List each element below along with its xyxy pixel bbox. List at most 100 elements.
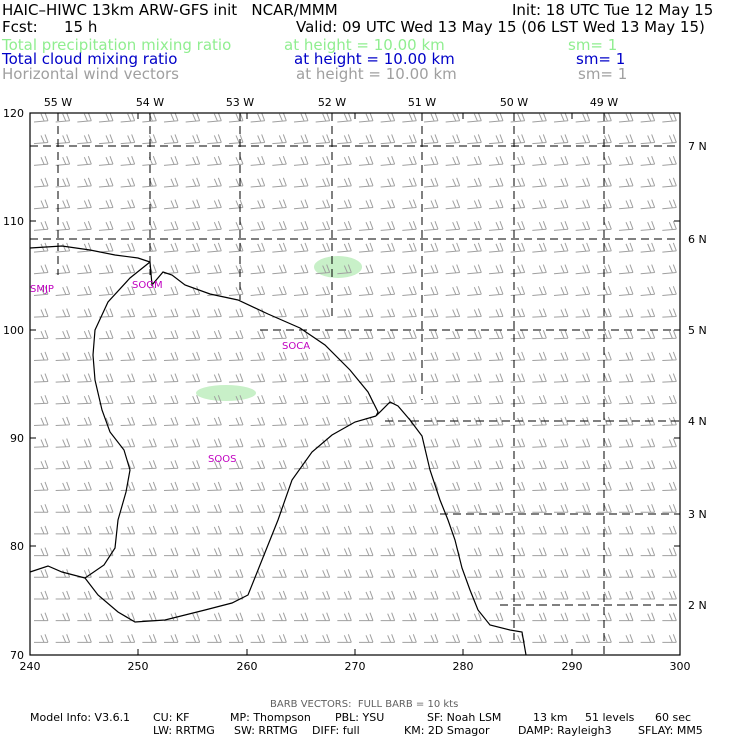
wind-barb	[575, 242, 591, 253]
wind-barb	[207, 112, 222, 123]
wind-barb	[424, 504, 439, 513]
wind-barb	[575, 112, 591, 123]
wind-barb	[510, 330, 526, 340]
wind-barb	[163, 199, 179, 210]
wind-barb	[120, 438, 136, 448]
wind-barb	[185, 634, 201, 643]
wind-barb	[272, 504, 287, 513]
wind-barb	[445, 351, 461, 361]
wind-barb	[120, 634, 136, 643]
wind-barb	[575, 373, 591, 383]
wind-barb	[510, 177, 526, 188]
wind-barb	[142, 351, 157, 361]
model-levels: 51 levels	[585, 711, 635, 724]
wind-barb	[488, 134, 504, 145]
wind-barb	[272, 634, 287, 643]
wind-barb	[98, 155, 114, 166]
wind-barb	[207, 264, 222, 275]
wind-barb	[553, 221, 569, 231]
wind-barb	[402, 199, 417, 210]
wind-barb	[402, 112, 417, 123]
wind-barb	[98, 395, 114, 405]
wind-barb	[55, 395, 71, 405]
wind-barb	[337, 590, 352, 600]
wind-barb	[228, 351, 244, 361]
wind-barb	[250, 525, 266, 535]
wind-barb	[120, 177, 136, 188]
wind-barb	[489, 547, 504, 557]
wind-barb	[380, 351, 396, 361]
lon-label: 51 W	[408, 96, 436, 109]
wind-barb	[445, 199, 461, 210]
wind-barb	[640, 569, 656, 578]
wind-barb	[142, 330, 157, 340]
wind-barb	[619, 612, 634, 622]
model-km: KM: 2D Smagor	[404, 724, 490, 737]
wind-barb	[358, 264, 374, 275]
wind-barb	[272, 286, 287, 296]
wind-barb	[55, 481, 71, 492]
wind-barb	[142, 416, 157, 427]
wind-barb	[359, 547, 374, 557]
wind-barb	[337, 373, 352, 383]
wind-barb	[554, 590, 569, 600]
wind-barb	[272, 330, 287, 340]
wind-barb	[98, 373, 114, 383]
wind-barb	[597, 286, 612, 296]
wind-barb	[423, 308, 439, 318]
wind-barb	[358, 286, 374, 296]
wind-barb	[185, 504, 201, 513]
lat-label: 2 N	[688, 599, 707, 612]
wind-barb	[120, 547, 136, 557]
wind-barb	[142, 395, 157, 405]
wind-barb	[185, 590, 201, 600]
wind-barb	[424, 547, 439, 557]
wind-barb	[77, 242, 92, 253]
wind-barb	[662, 112, 677, 123]
lon-label: 49 W	[590, 96, 618, 109]
wind-barb	[640, 155, 656, 166]
wind-barb	[445, 395, 461, 405]
wind-barb	[207, 351, 222, 361]
wind-barb	[185, 612, 201, 622]
wind-barb	[640, 634, 656, 643]
wind-barb	[597, 634, 612, 643]
wind-barb	[575, 286, 591, 296]
wind-barb	[423, 177, 439, 188]
wind-barb	[553, 481, 569, 492]
wind-barb	[315, 286, 331, 296]
model-sf: SF: Noah LSM	[427, 711, 502, 724]
wind-barb	[228, 373, 244, 383]
wind-barb	[250, 177, 266, 188]
wind-barb	[423, 373, 439, 383]
wind-barb	[662, 330, 677, 340]
wind-barb	[250, 547, 266, 557]
wind-barb	[55, 634, 71, 643]
wind-barb	[77, 612, 92, 622]
wind-barb	[618, 330, 634, 340]
wind-barb	[532, 308, 547, 318]
wind-barb	[532, 351, 547, 361]
wind-barb	[510, 547, 526, 557]
wind-barb	[553, 460, 569, 470]
wind-barb	[142, 177, 157, 188]
wind-barb	[163, 221, 179, 231]
wind-barb	[402, 612, 417, 622]
plot-frame	[29, 112, 681, 656]
wind-barb	[553, 395, 569, 405]
field-wind-sm: sm= 1	[578, 65, 628, 83]
wind-barb	[77, 330, 92, 340]
wind-barb	[662, 395, 677, 405]
wind-barb	[315, 634, 331, 643]
wind-barb	[358, 155, 374, 166]
wind-barb	[640, 481, 656, 492]
wind-barb	[207, 330, 222, 340]
wind-barb	[185, 395, 201, 405]
wind-barb	[250, 134, 266, 145]
wind-barb	[402, 221, 417, 231]
wind-barb	[510, 351, 526, 361]
wind-barb	[510, 155, 526, 166]
wind-barb	[402, 504, 417, 513]
wind-barb	[55, 177, 71, 188]
wind-barb	[33, 221, 49, 231]
